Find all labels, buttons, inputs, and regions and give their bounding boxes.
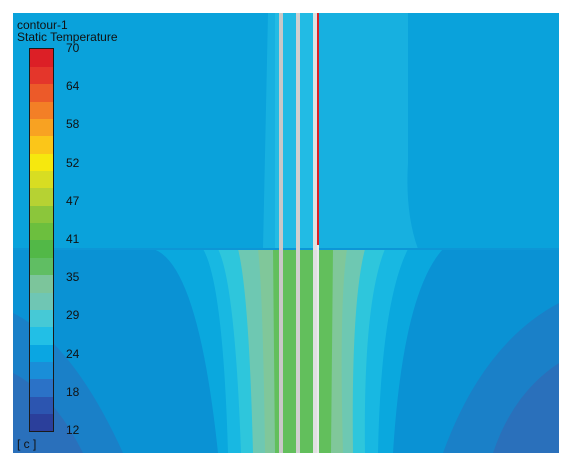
legend-color-band <box>30 309 53 328</box>
legend-color-band <box>30 83 53 102</box>
legend-color-band <box>30 378 53 397</box>
legend-tick-label: 70 <box>66 41 80 55</box>
legend-color-band <box>30 205 53 224</box>
legend-color-band <box>30 66 53 85</box>
legend-tick-label: 18 <box>66 384 80 399</box>
legend-color-band <box>30 222 53 241</box>
legend-tick-label: 29 <box>66 308 80 323</box>
color-legend-bar <box>29 48 54 432</box>
legend-color-band <box>30 344 53 363</box>
legend-tick-label: 52 <box>66 155 80 170</box>
legend-tick-label: 35 <box>66 270 80 285</box>
contour-name: contour-1 <box>17 18 68 32</box>
legend-color-band <box>30 240 53 258</box>
legend-color-band <box>30 49 53 67</box>
pipe-hot <box>317 13 319 245</box>
legend-units: [ c ] <box>17 437 37 451</box>
pipe-3 <box>313 13 317 453</box>
legend-color-band <box>30 361 53 380</box>
legend-color-band <box>30 413 53 432</box>
legend-tick-label: 58 <box>66 117 80 132</box>
temperature-contour-field <box>13 13 559 453</box>
legend-color-band <box>30 396 53 415</box>
legend-tick-label: 41 <box>66 232 80 246</box>
pipe-hot-lower <box>317 245 319 453</box>
contour-plot-viewport[interactable]: contour-1 Static Temperature 70 64 58 52 47 4… <box>13 13 559 453</box>
legend-color-band <box>30 118 53 137</box>
legend-color-band <box>30 187 53 206</box>
variable-name: Static Temperature <box>17 30 118 44</box>
legend-tick-label: 12 <box>66 423 80 437</box>
legend-color-band <box>30 153 53 172</box>
legend-tick-label: 64 <box>66 79 80 94</box>
pipe-1 <box>279 13 283 453</box>
legend-tick-label: 24 <box>66 346 80 361</box>
legend-tick-label: 47 <box>66 193 80 208</box>
legend-color-band <box>30 257 53 276</box>
legend-color-band <box>30 170 53 189</box>
pipe-2 <box>296 13 300 453</box>
legend-color-band <box>30 135 53 154</box>
legend-color-band <box>30 326 53 345</box>
legend-color-band <box>30 274 53 293</box>
legend-color-band <box>30 101 53 119</box>
field-band-far-right-2 <box>493 363 559 453</box>
legend-color-band <box>30 292 53 310</box>
